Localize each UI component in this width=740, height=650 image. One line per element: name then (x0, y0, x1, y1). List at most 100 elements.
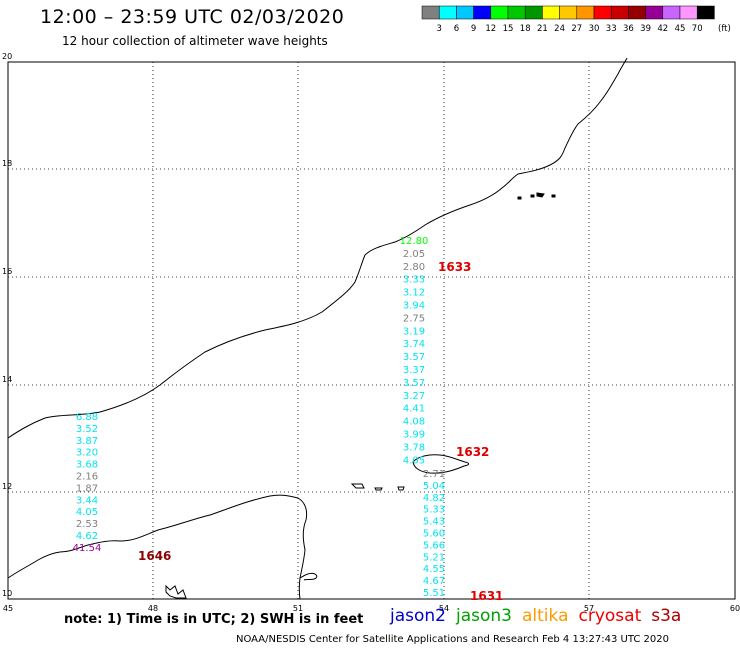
pass-time-label: 1646 (138, 549, 171, 563)
colorbar-label: 21 (537, 24, 548, 34)
wave-height-label: 2.16 (76, 472, 98, 483)
island-socotra (412, 454, 470, 474)
colorbar-swatch (473, 5, 492, 20)
colorbar-label: 15 (503, 24, 514, 34)
wave-height-label: 5.43 (423, 517, 445, 528)
pass-time-label: 1632 (456, 445, 489, 459)
colorbar-swatch (610, 5, 629, 20)
x-tick-label: 51 (293, 604, 303, 613)
footer-credit: NOAA/NESDIS Center for Satellite Applica… (236, 634, 669, 645)
coastline-south (7, 494, 308, 600)
colorbar-swatch (593, 5, 612, 20)
pass-time-label: 1631 (470, 589, 503, 603)
colorbar-label: 30 (589, 24, 600, 34)
colorbar-swatch (576, 5, 595, 20)
page-title: 12:00 – 23:59 UTC 02/03/2020 (40, 6, 345, 28)
wave-height-label: 1.87 (76, 483, 98, 494)
wave-height-label: 3.52 (76, 424, 98, 435)
x-tick-label: 45 (3, 604, 13, 613)
wave-height-label: 2.71 (423, 469, 445, 480)
satellite-legend-altika: altika (522, 606, 569, 626)
wave-height-label: 4.55 (423, 564, 445, 575)
wave-height-label: 41.54 (73, 543, 102, 554)
units-note: note: 1) Time is in UTC; 2) SWH is in fe… (64, 612, 364, 627)
colorbar-swatch (628, 5, 646, 20)
satellite-legend-cryosat: cryosat (578, 606, 642, 626)
y-tick-label: 14 (2, 375, 12, 384)
gulf-coast (299, 572, 318, 581)
wave-height-label: 5.21 (423, 552, 445, 563)
wave-height-label: 12.80 (400, 236, 429, 247)
colorbar-label: 39 (640, 24, 651, 34)
y-tick-label: 18 (2, 159, 12, 168)
colorbar-label: 45 (675, 24, 686, 34)
wave-height-label: 3.37 (403, 365, 425, 376)
colorbar-label: 9 (471, 24, 476, 34)
colorbar-label: 6 (454, 24, 459, 34)
colorbar-label: 33 (606, 24, 617, 34)
satellite-legend-s3a: s3a (651, 606, 682, 626)
satellite-legend-jason3: jason3 (456, 606, 512, 626)
colorbar-label: 24 (554, 24, 565, 34)
colorbar-swatch (559, 5, 578, 20)
wave-height-label: 3.57 (403, 378, 425, 389)
satellite-legend: jason2 jason3 altika cryosat s3a (390, 606, 691, 626)
wave-height-label: 4.82 (423, 493, 445, 504)
wave-height-label: 5.60 (423, 529, 445, 540)
map-frame (7, 61, 736, 600)
colorbar-swatch (490, 5, 509, 20)
wave-height-label: 4.41 (403, 404, 425, 415)
x-tick-label: 54 (439, 604, 449, 613)
wave-height-label: 4.05 (76, 507, 98, 518)
colorbar-label: 36 (623, 24, 634, 34)
colorbar-label: 12 (485, 24, 496, 34)
colorbar-label: 42 (657, 24, 668, 34)
wave-height-label: 2.05 (403, 249, 425, 260)
colorbar-label: 70 (692, 24, 703, 34)
wave-height-label: 5.66 (423, 540, 445, 551)
colorbar-swatch (679, 5, 698, 20)
colorbar-swatch (507, 5, 526, 20)
color-scale-bar: 3 6 9 12 15 18 21 24 27 30 33 36 39 42 45 70 (ft) (421, 5, 731, 34)
wave-height-label: 3.94 (403, 301, 425, 312)
x-tick-label: 57 (584, 604, 594, 613)
lat-lon-grid (8, 62, 735, 599)
colorbar-swatch (524, 5, 543, 20)
wave-height-label: 5.04 (423, 481, 445, 492)
axis-tick-labels: 45 48 51 54 57 60 20 18 16 14 12 10 (2, 52, 740, 613)
colorbar-swatch (645, 5, 664, 20)
island-small-1 (350, 483, 365, 489)
colorbar-swatch (662, 5, 681, 20)
colorbar-swatch (696, 5, 715, 20)
wave-height-label: 3.12 (403, 288, 425, 299)
colorbar-swatch (456, 5, 474, 20)
wave-height-label: 6.88 (76, 412, 98, 423)
y-tick-label: 20 (2, 52, 12, 61)
colorbar-label: 27 (571, 24, 582, 34)
wave-height-label: 2.80 (403, 262, 425, 273)
wave-height-label: 3.99 (403, 430, 425, 441)
wave-height-label: 4.67 (423, 576, 445, 587)
colorbar-swatch (438, 5, 457, 20)
wave-height-label: 3.78 (403, 442, 425, 453)
wave-height-label: 2.53 (76, 519, 98, 530)
altimeter-tracks: 12.80 2.05 2.80 3.33 3.12 3.942.75 3.19 3.74 3.5… (73, 236, 504, 603)
island-small-2 (374, 487, 383, 491)
wave-height-label: 3.87 (76, 436, 98, 447)
island-small-3 (397, 486, 405, 491)
wave-height-label: 4.62 (76, 531, 98, 542)
y-tick-label: 10 (2, 589, 12, 598)
wave-height-label: 3.19 (403, 326, 425, 337)
wave-height-label: 2.75 (403, 313, 425, 324)
wave-height-label: 3.57 (403, 352, 425, 363)
wave-height-label: 5.51 (423, 588, 445, 599)
coastline-somalia (165, 584, 187, 599)
wave-height-label: 3.44 (76, 495, 98, 506)
wave-height-label: 3.74 (403, 339, 425, 350)
wave-height-label: 3.20 (76, 448, 98, 459)
y-tick-label: 12 (2, 482, 12, 491)
wave-height-label: 3.33 (403, 275, 425, 286)
colorbar-label: 3 (436, 24, 441, 34)
wave-height-label: 5.33 (423, 505, 445, 516)
colorbar-label: 18 (520, 24, 531, 34)
